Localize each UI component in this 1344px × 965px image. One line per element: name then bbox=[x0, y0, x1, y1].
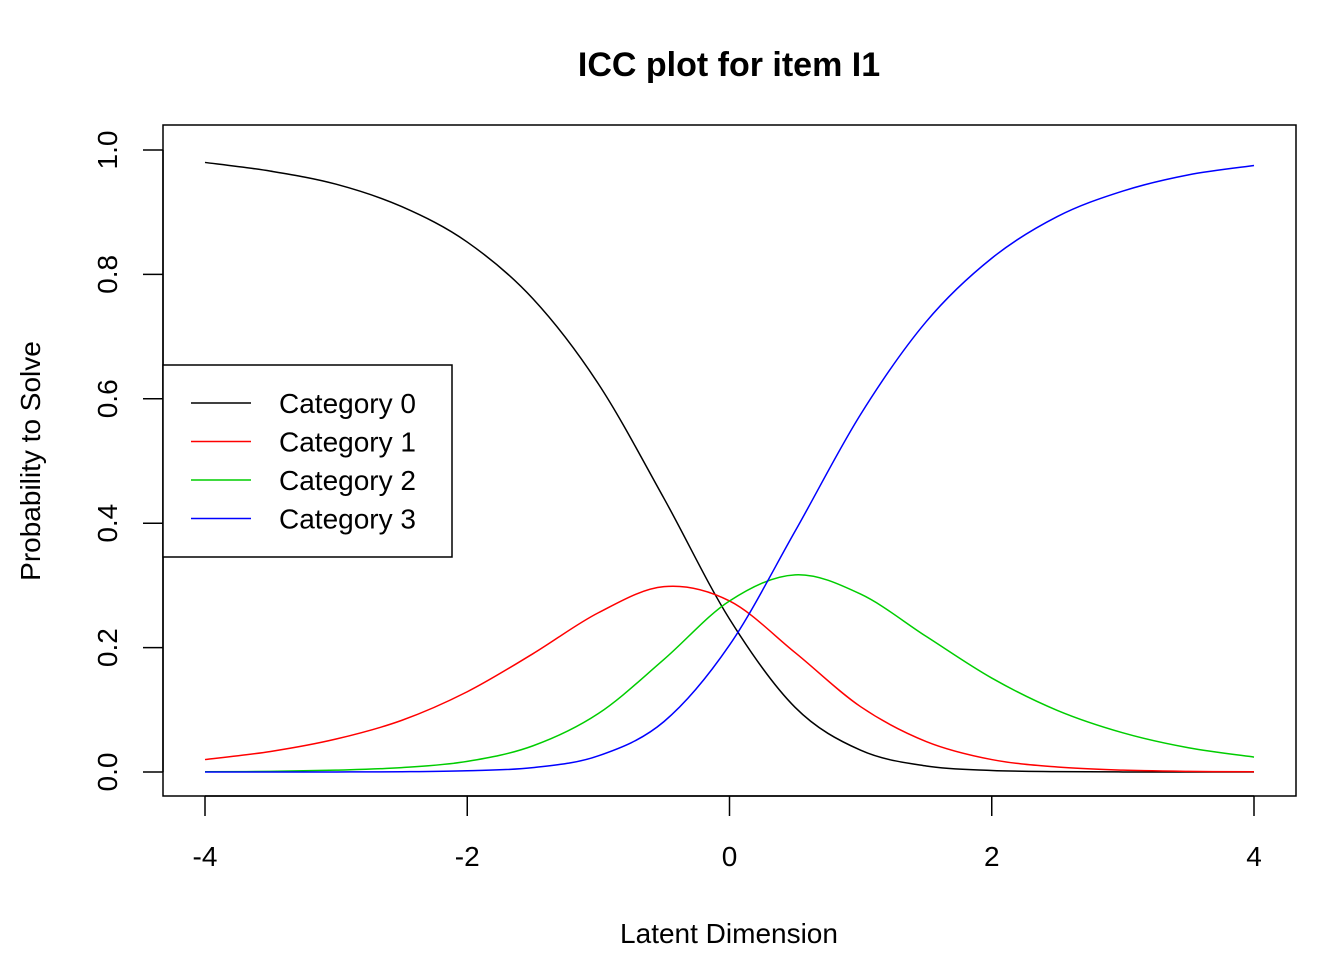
y-axis: 0.0 0.2 0.4 0.6 0.8 1.0 bbox=[92, 131, 164, 792]
series-lines bbox=[204, 161, 1255, 773]
x-tick-label: -2 bbox=[455, 841, 480, 872]
x-tick-label: 4 bbox=[1246, 841, 1262, 872]
series-line-2 bbox=[204, 574, 1255, 773]
x-tick-label: 2 bbox=[984, 841, 1000, 872]
legend-label: Category 0 bbox=[279, 388, 416, 419]
legend-label: Category 1 bbox=[279, 427, 416, 458]
x-axis: -4 -2 0 2 4 bbox=[193, 795, 1262, 872]
y-tick-label: 0.0 bbox=[92, 753, 123, 792]
series-line-1 bbox=[204, 585, 1255, 773]
y-tick-label: 0.8 bbox=[92, 255, 123, 294]
x-tick-label: -4 bbox=[193, 841, 218, 872]
y-tick-label: 0.6 bbox=[92, 379, 123, 418]
chart-title: ICC plot for item I1 bbox=[578, 46, 880, 84]
y-axis-label: Probability to Solve bbox=[15, 341, 46, 581]
series-line-3 bbox=[204, 164, 1255, 773]
legend-label: Category 2 bbox=[279, 465, 416, 496]
y-tick-label: 0.4 bbox=[92, 504, 123, 543]
legend-box bbox=[162, 364, 453, 558]
y-tick-label: 0.2 bbox=[92, 628, 123, 667]
y-tick-label: 1.0 bbox=[92, 131, 123, 170]
legend: Category 0 Category 1 Category 2 Category 3 bbox=[162, 364, 453, 558]
legend-label: Category 3 bbox=[279, 504, 416, 535]
x-tick-label: 0 bbox=[722, 841, 738, 872]
x-axis-label: Latent Dimension bbox=[620, 918, 838, 949]
series-line-0 bbox=[204, 161, 1255, 773]
